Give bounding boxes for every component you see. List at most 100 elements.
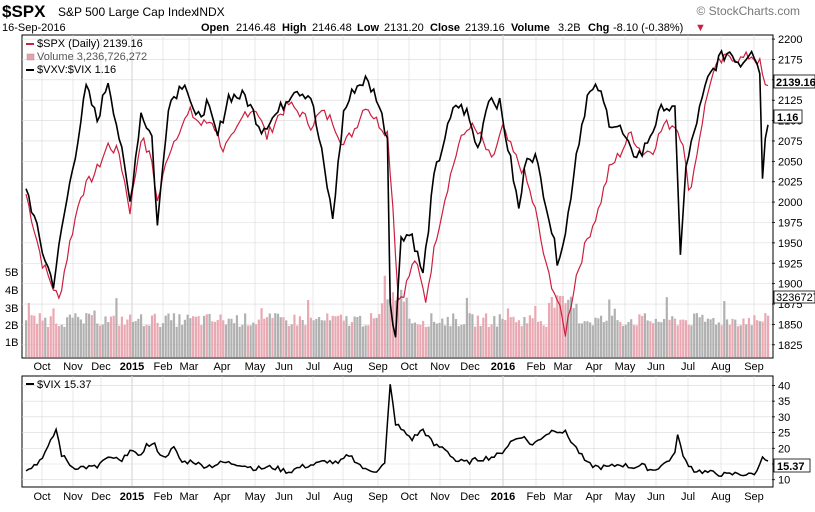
- month-tick-label: Jun: [647, 491, 665, 503]
- volume-bar: [723, 301, 726, 357]
- volume-bar: [589, 322, 592, 357]
- month-tick-label: Oct: [400, 491, 417, 503]
- volume-bar: [194, 316, 197, 357]
- volume-bar: [213, 321, 217, 357]
- volume-bar: [487, 326, 490, 357]
- volume-bar: [750, 325, 753, 357]
- month-tick-label: Jun: [275, 361, 293, 373]
- last-ratio-label: 1.16: [777, 112, 798, 124]
- volume-bar: [323, 320, 326, 357]
- volume-bar: [361, 326, 364, 357]
- price-tick-label: 2200: [778, 34, 802, 46]
- volume-bar: [380, 303, 384, 357]
- volume-bar: [531, 318, 534, 357]
- volume-bar: [200, 325, 203, 357]
- volume-bar: [652, 323, 655, 357]
- volume-bar: [567, 299, 570, 357]
- down-arrow-icon: ▼: [695, 22, 706, 34]
- volume-bar: [118, 325, 121, 357]
- chg-value: -8.10 (-0.38%): [613, 22, 683, 34]
- month-tick-label: May: [615, 361, 636, 373]
- month-tick-label: Apr: [213, 361, 230, 373]
- last-vix-label: 15.37: [777, 461, 805, 473]
- volume-bar: [211, 321, 214, 357]
- month-tick-label: Mar: [554, 361, 573, 373]
- volume-bar: [465, 297, 469, 357]
- volume-bar: [736, 326, 740, 357]
- volume-bar: [539, 321, 542, 357]
- month-tick-label: May: [245, 361, 266, 373]
- volume-bar: [416, 324, 419, 357]
- month-tick-label: Dec: [460, 491, 480, 503]
- volume-tick-label: 4B: [5, 285, 18, 297]
- symbol-label: $SPX: [2, 2, 46, 21]
- volume-bar: [260, 308, 263, 357]
- volume-bar: [758, 321, 761, 357]
- close-value: 2139.16: [465, 22, 505, 34]
- volume-bar: [367, 325, 370, 357]
- volume-bar: [320, 320, 323, 357]
- volume-bar: [339, 314, 343, 357]
- volume-bar: [296, 325, 299, 357]
- volume-bar: [512, 316, 515, 357]
- volume-bar: [131, 321, 134, 357]
- volume-bar: [246, 325, 249, 357]
- month-tick-label: Feb: [527, 361, 546, 373]
- volume-bar: [227, 318, 230, 357]
- volume-bar: [638, 314, 641, 357]
- volume-bar: [82, 323, 85, 357]
- volume-bar: [74, 313, 77, 357]
- volume-bar: [159, 326, 162, 357]
- volume-bar: [257, 319, 260, 357]
- volume-bar: [265, 317, 269, 357]
- month-tick-label: Jul: [681, 361, 695, 373]
- volume-bar: [457, 326, 460, 357]
- volume-bar: [148, 325, 151, 357]
- volume-bar: [517, 320, 521, 357]
- volume-bar: [287, 325, 291, 357]
- low-label: Low: [357, 22, 379, 34]
- volume-bar: [378, 314, 381, 357]
- volume-bar: [197, 316, 200, 357]
- volume-bar: [156, 322, 159, 357]
- volume-legend-label: Volume 3,236,726,272: [37, 51, 147, 63]
- volume-bar: [599, 315, 603, 357]
- month-tick-label: Jul: [681, 491, 695, 503]
- volume-value: 3.2B: [558, 22, 581, 34]
- volume-bar: [126, 319, 129, 357]
- volume-bar: [542, 325, 545, 357]
- volume-bar: [153, 313, 156, 357]
- volume-bar: [449, 326, 452, 357]
- volume-bar: [164, 315, 167, 357]
- volume-bar: [693, 313, 696, 357]
- volume-bar: [183, 319, 187, 357]
- volume-bar: [353, 316, 356, 357]
- vxv-vix-ratio-line: [25, 49, 769, 338]
- volume-bar: [701, 314, 704, 357]
- month-tick-label: Nov: [430, 361, 450, 373]
- volume-bar: [271, 317, 274, 357]
- low-value: 2131.20: [384, 22, 424, 34]
- volume-bar: [334, 316, 337, 357]
- volume-bar: [438, 322, 441, 357]
- volume-bar: [35, 323, 39, 357]
- volume-bar: [558, 295, 562, 357]
- vix-tick-label: 35: [778, 396, 790, 408]
- month-tick-label: Oct: [33, 361, 50, 373]
- month-tick-label: Sep: [368, 491, 388, 503]
- month-tick-label: Nov: [430, 491, 450, 503]
- volume-bar: [734, 319, 737, 357]
- volume-bar: [161, 323, 165, 357]
- volume-bar: [728, 324, 731, 357]
- volume-bar: [129, 314, 132, 357]
- volume-bar: [608, 299, 611, 357]
- volume-bar: [93, 310, 96, 357]
- volume-bar: [71, 317, 74, 357]
- volume-bar: [317, 317, 321, 357]
- volume-bar: [137, 318, 140, 357]
- volume-bar: [372, 318, 375, 357]
- month-tick-label: Oct: [33, 491, 50, 503]
- month-tick-label: Apr: [213, 491, 230, 503]
- volume-bar: [641, 316, 644, 357]
- volume-bar: [57, 326, 61, 357]
